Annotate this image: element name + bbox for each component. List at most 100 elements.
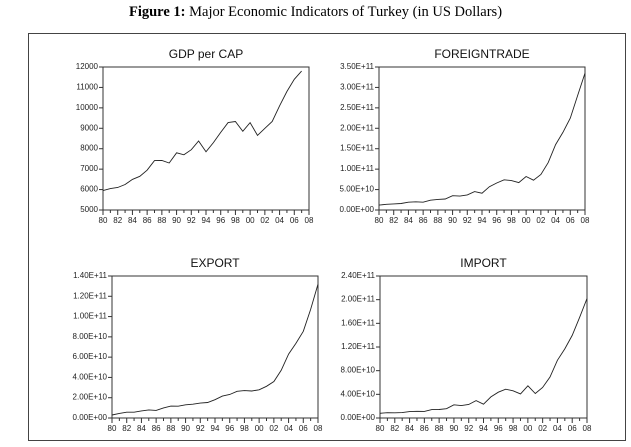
x-tick-label: 86 [143, 216, 152, 225]
x-tick-label: 90 [449, 424, 458, 433]
y-tick-label: 6000 [80, 185, 98, 194]
y-tick-label: 0.00E+00 [73, 413, 108, 422]
x-tick-label: 02 [269, 424, 278, 433]
series-line [378, 72, 586, 206]
x-tick-label: 88 [157, 216, 166, 225]
x-tick-label: 88 [433, 216, 442, 225]
x-tick-label: 82 [122, 424, 131, 433]
x-tick-label: 80 [108, 424, 117, 433]
x-tick-label: 88 [166, 424, 175, 433]
y-tick-label: 2.50E+11 [340, 103, 374, 112]
series-line [102, 70, 302, 192]
y-tick-label: 2.40E+11 [341, 271, 375, 280]
x-tick-label: 08 [583, 424, 592, 433]
y-tick-label: 5000 [80, 205, 98, 214]
chart-title: IMPORT [460, 256, 507, 270]
x-tick-label: 06 [568, 424, 577, 433]
figure-label: Figure 1: [128, 4, 186, 20]
x-tick-label: 00 [246, 216, 255, 225]
series-line [379, 298, 588, 414]
chart-import: IMPORT 0.00E+00 4.00E+10 8.00E+10 1.20E+11 1.… [341, 256, 592, 433]
x-tick-label: 90 [181, 424, 190, 433]
y-tick-label: 0.00E+00 [340, 205, 375, 214]
x-tick-label: 00 [523, 424, 532, 433]
x-tick-label: 06 [566, 216, 575, 225]
x-tick-label: 98 [240, 424, 249, 433]
x-tick-label: 82 [113, 216, 122, 225]
x-tick-label: 82 [389, 216, 398, 225]
x-tick-label: 80 [99, 216, 108, 225]
y-tick-label: 0.00E+00 [341, 413, 376, 422]
x-tick-label: 92 [464, 424, 473, 433]
x-tick-label: 92 [196, 424, 205, 433]
x-tick-label: 94 [211, 424, 220, 433]
x-tick-label: 96 [494, 424, 503, 433]
x-tick-label: 92 [463, 216, 472, 225]
chart-title: GDP per CAP [169, 47, 243, 61]
x-tick-label: 00 [522, 216, 531, 225]
x-tick-label: 96 [492, 216, 501, 225]
y-tick-label: 1.50E+11 [340, 144, 374, 153]
y-tick-label: 2.00E+11 [341, 295, 375, 304]
figure-title: Figure 1: Major Economic Indicators of T… [0, 4, 631, 21]
chart-title: EXPORT [190, 256, 240, 270]
x-tick-label: 86 [419, 216, 428, 225]
y-tick-label: 3.00E+11 [340, 82, 374, 91]
y-tick-label: 10000 [76, 103, 99, 112]
x-tick-label: 84 [404, 216, 413, 225]
x-tick-label: 94 [202, 216, 211, 225]
y-tick-label: 9000 [80, 123, 98, 132]
figure-frame [28, 33, 626, 441]
x-tick-label: 92 [187, 216, 196, 225]
y-tick-label: 1.00E+11 [340, 164, 374, 173]
x-tick-label: 08 [305, 216, 314, 225]
x-tick-label: 86 [152, 424, 161, 433]
y-tick-label: 8000 [80, 144, 98, 153]
y-tick-label: 11000 [76, 82, 98, 91]
plot-area [379, 275, 588, 419]
y-tick-label: 4.00E+10 [73, 372, 108, 381]
x-tick-label: 04 [551, 216, 560, 225]
y-tick-label: 7000 [80, 164, 98, 173]
x-tick-label: 98 [509, 424, 518, 433]
x-tick-label: 02 [536, 216, 545, 225]
y-tick-label: 5.00E+10 [340, 185, 375, 194]
x-tick-label: 00 [255, 424, 264, 433]
x-tick-label: 80 [376, 424, 385, 433]
x-tick-label: 96 [225, 424, 234, 433]
y-tick-label: 8.00E+10 [73, 332, 108, 341]
x-tick-label: 90 [172, 216, 181, 225]
plot-area [378, 66, 586, 211]
y-tick-label: 12000 [76, 62, 99, 71]
x-tick-label: 90 [448, 216, 457, 225]
series-line [111, 283, 319, 416]
x-tick-label: 82 [390, 424, 399, 433]
chart-foreigntrade: FOREIGNTRADE 0.00E+00 5.00E+10 1.00E+11 1.50… [340, 47, 590, 225]
x-tick-label: 02 [260, 216, 269, 225]
plot-area [111, 275, 319, 419]
x-tick-label: 08 [581, 216, 590, 225]
y-tick-label: 1.40E+11 [73, 271, 107, 280]
x-tick-label: 98 [231, 216, 240, 225]
y-tick-label: 1.60E+11 [341, 318, 375, 327]
y-tick-label: 8.00E+10 [341, 366, 376, 375]
x-tick-label: 02 [538, 424, 547, 433]
y-tick-label: 1.00E+11 [73, 312, 107, 321]
chart-gdp-per-cap: GDP per CAP50006000700080009000100001100… [76, 47, 314, 225]
x-tick-label: 94 [479, 424, 488, 433]
x-tick-label: 94 [478, 216, 487, 225]
x-tick-label: 98 [507, 216, 516, 225]
y-tick-label: 2.00E+10 [73, 393, 108, 402]
plot-area [102, 66, 310, 211]
x-tick-label: 86 [420, 424, 429, 433]
chart-title: FOREIGNTRADE [434, 47, 529, 61]
x-tick-label: 06 [299, 424, 308, 433]
x-tick-label: 84 [405, 424, 414, 433]
x-tick-label: 84 [128, 216, 137, 225]
x-tick-label: 06 [290, 216, 299, 225]
x-tick-label: 88 [435, 424, 444, 433]
x-tick-label: 08 [314, 424, 323, 433]
chart-export: EXPORT 0.00E+00 2.00E+10 4.00E+10 6.00E+10 8.… [73, 256, 323, 433]
x-tick-label: 04 [553, 424, 562, 433]
